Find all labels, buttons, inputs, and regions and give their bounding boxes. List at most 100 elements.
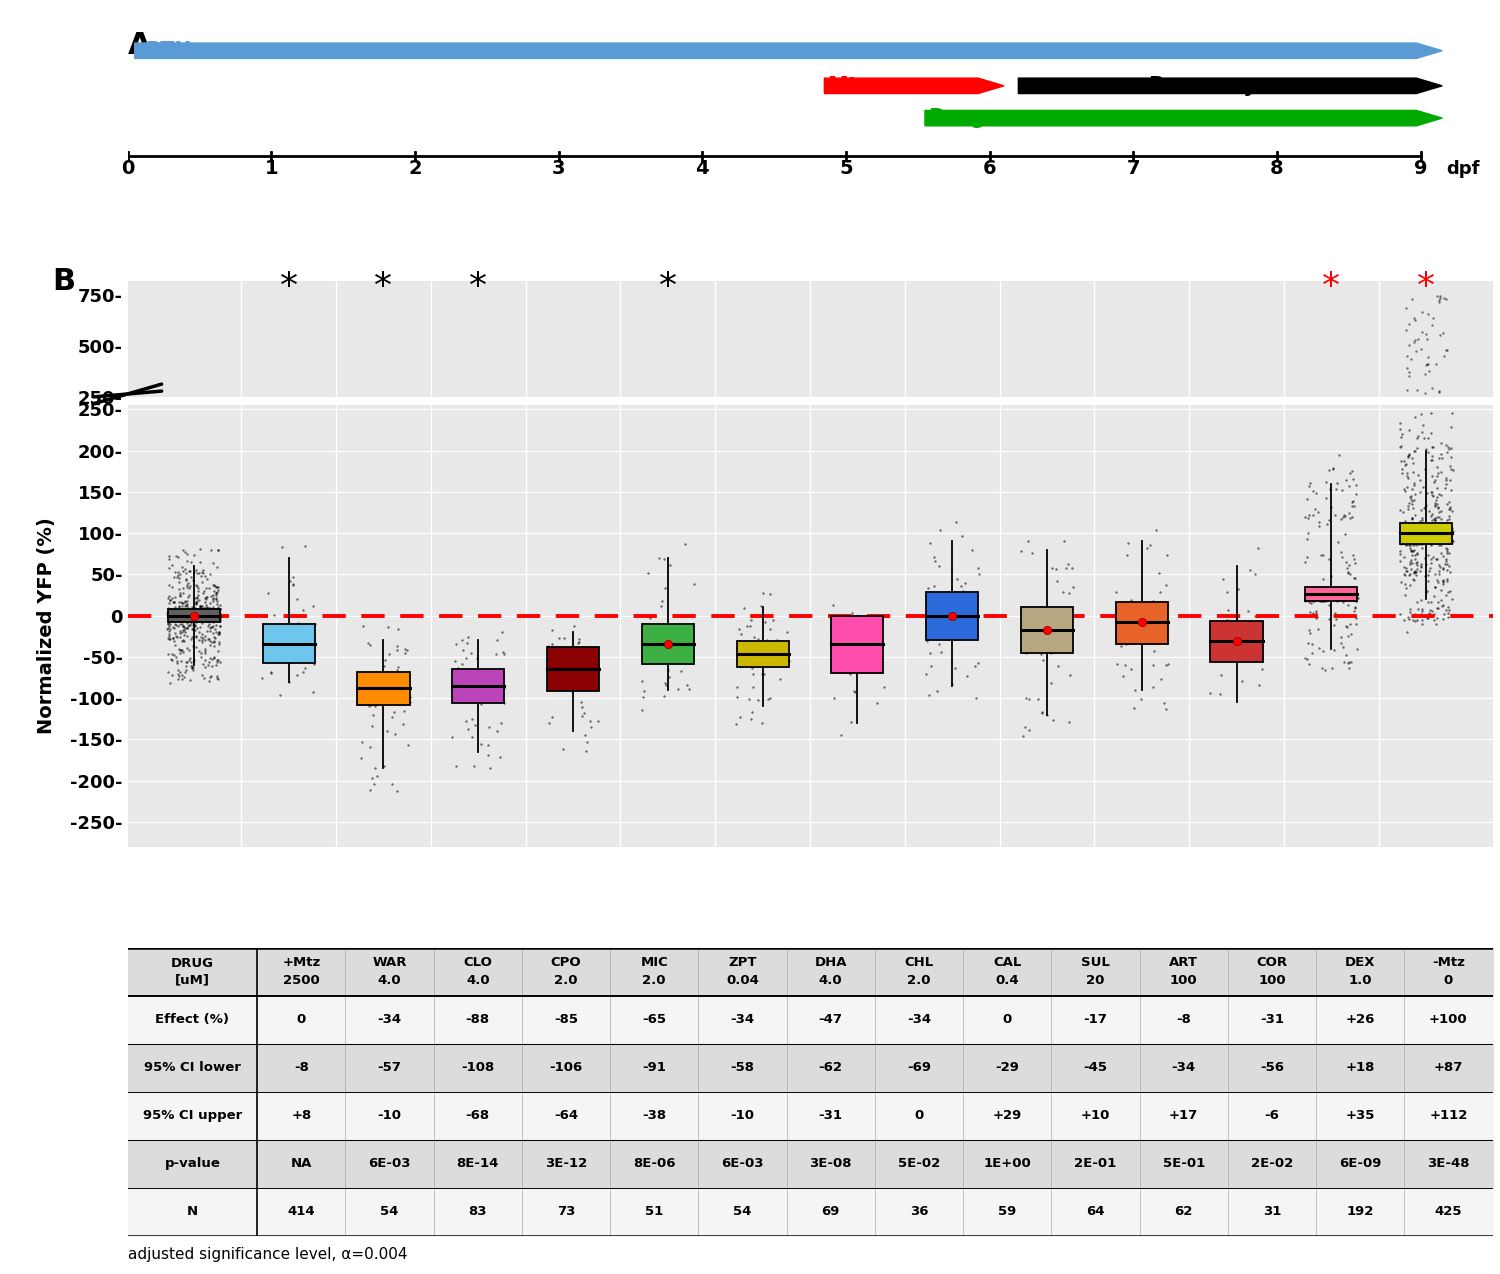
Point [255, 583, 279, 604]
Point [362, 775, 386, 795]
Point [930, 600, 954, 620]
Point [207, 623, 231, 643]
Point [297, 643, 321, 664]
Point [1432, 525, 1456, 545]
Text: 95% CI lower: 95% CI lower [144, 1061, 242, 1074]
Point [177, 605, 201, 626]
Point [204, 615, 228, 636]
Text: Recovery: Recovery [1148, 76, 1257, 96]
Point [558, 670, 582, 691]
Point [1440, 417, 1464, 437]
Point [865, 693, 889, 713]
Point [1410, 302, 1434, 322]
Point [177, 650, 201, 670]
Point [1394, 577, 1417, 598]
Point [172, 661, 196, 682]
Point [914, 617, 938, 637]
Point [1338, 583, 1362, 604]
Point [1120, 627, 1144, 647]
Point [164, 562, 188, 582]
Point [1310, 591, 1334, 612]
Point [916, 684, 940, 705]
Point [554, 659, 578, 679]
Point [1437, 510, 1461, 530]
Point [951, 581, 975, 601]
Point [360, 685, 384, 706]
Point [1436, 559, 1460, 580]
Point [1314, 591, 1338, 612]
Text: -10: -10 [730, 1110, 754, 1122]
Point [821, 595, 844, 615]
Point [1125, 604, 1149, 624]
Point [170, 622, 194, 642]
Point [1330, 548, 1354, 568]
Bar [1116, 601, 1168, 643]
Point [1407, 524, 1431, 544]
Text: -38: -38 [642, 1110, 666, 1122]
Point [190, 601, 214, 622]
Point [189, 596, 213, 617]
Point [174, 604, 198, 624]
Point [1308, 583, 1332, 604]
Point [207, 603, 231, 623]
Point [1390, 424, 1414, 445]
Point [1401, 540, 1425, 561]
Point [184, 605, 209, 626]
Point [206, 594, 230, 614]
Point [1142, 591, 1166, 612]
Text: ART: ART [1168, 957, 1198, 970]
Point [1306, 638, 1330, 659]
Point [1395, 622, 1419, 642]
Point [1440, 460, 1464, 480]
Point [378, 680, 402, 701]
Point [758, 618, 782, 638]
Point [1437, 533, 1461, 553]
Point [1388, 517, 1411, 538]
Point [393, 693, 417, 713]
Point [452, 692, 476, 712]
Text: 2.0: 2.0 [908, 973, 930, 987]
Point [1296, 582, 1320, 603]
Text: 51: 51 [645, 1205, 663, 1218]
Point [1058, 583, 1082, 604]
Point [1407, 533, 1431, 553]
Point [201, 585, 225, 605]
Point [1335, 586, 1359, 606]
Point [753, 612, 777, 632]
Point [1314, 589, 1338, 609]
Point [1402, 533, 1426, 553]
Point [168, 599, 192, 619]
Point [202, 631, 226, 651]
Point [460, 727, 484, 748]
Point [172, 596, 196, 617]
Point [1329, 583, 1353, 604]
Point [1330, 590, 1354, 610]
Point [830, 725, 854, 745]
Point [1238, 636, 1262, 656]
Point [176, 638, 200, 659]
Point [492, 693, 516, 713]
Point [458, 674, 482, 694]
Point [1402, 562, 1426, 582]
Point [201, 609, 225, 629]
Point [358, 670, 382, 691]
Point [1394, 585, 1417, 605]
Point [204, 585, 228, 605]
Point [176, 606, 200, 627]
Point [345, 674, 369, 694]
Point [1344, 591, 1368, 612]
Point [853, 650, 877, 670]
Point [1114, 634, 1138, 655]
Point [1436, 603, 1460, 623]
Point [158, 601, 182, 622]
Point [184, 618, 209, 638]
Point [1394, 520, 1417, 540]
Point [207, 580, 231, 600]
Point [200, 648, 223, 669]
Point [189, 643, 213, 664]
Point [171, 631, 195, 651]
Point [1436, 494, 1460, 515]
Point [274, 648, 298, 669]
Point [536, 659, 560, 679]
Text: -10: -10 [378, 1110, 402, 1122]
